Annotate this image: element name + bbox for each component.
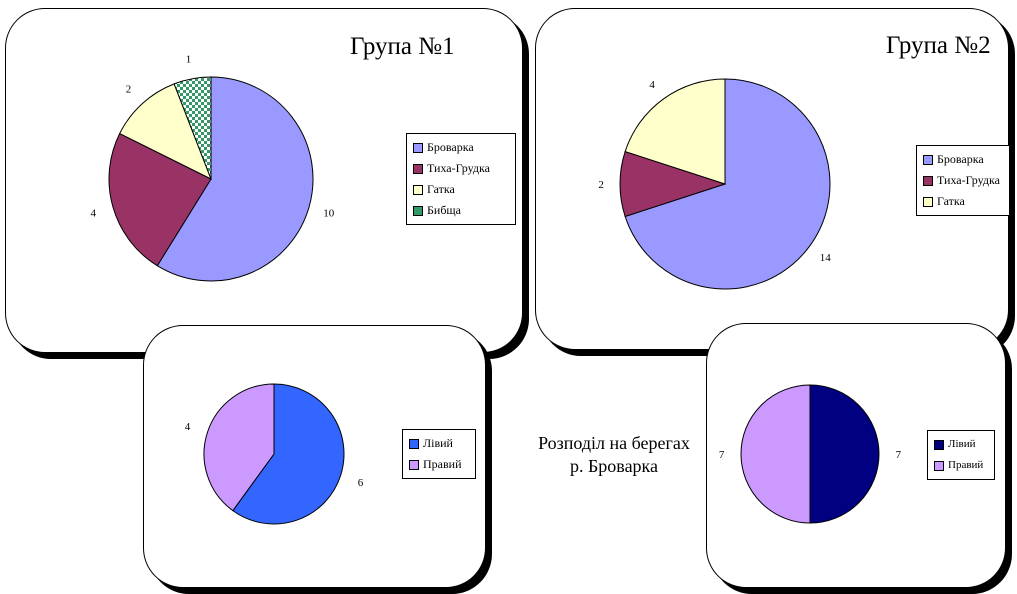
group2-bank-legend: Лівий Правий: [927, 430, 995, 480]
legend-swatch: [934, 460, 944, 471]
legend-label: Броварка: [937, 152, 984, 166]
legend-item: Тиха-Грудка: [923, 170, 1003, 191]
slice-value-label: 7: [719, 449, 725, 461]
slice-value-label: 4: [91, 207, 97, 219]
pie-slice: [119, 83, 212, 181]
group2-bank-pie-chart: 77: [719, 384, 902, 524]
legend-swatch: [923, 154, 933, 165]
group1-pie-chart: 10 4 2 1: [91, 54, 335, 282]
group2-panel: Група №2 14 2 4 Броварка Тиха-Грудка Гатка: [535, 8, 1010, 350]
legend-item: Броварка: [923, 149, 1003, 170]
legend-item: Правий: [409, 454, 469, 475]
legend-item: Правий: [934, 455, 988, 476]
legend-item: Гатка: [413, 179, 509, 200]
slice-value-label: 1: [186, 54, 192, 66]
legend-swatch: [923, 175, 933, 186]
distribution-caption: Розподіл на берегах р. Броварка: [508, 432, 720, 478]
legend-swatch: [934, 439, 944, 450]
group2-pie-chart: 14 2 4: [598, 78, 832, 290]
legend-label: Лівий: [948, 438, 976, 450]
legend-label: Броварка: [427, 140, 474, 154]
legend-swatch: [413, 205, 423, 216]
legend-swatch: [409, 459, 419, 470]
chart-title: Група №2: [886, 32, 991, 59]
pie-slice: [203, 383, 275, 512]
legend-swatch: [409, 438, 419, 449]
pie-slice: [624, 78, 831, 290]
legend-swatch: [923, 196, 933, 207]
legend-swatch: [413, 142, 423, 153]
pie-slice: [740, 384, 811, 524]
caption-line: р. Броварка: [569, 456, 659, 476]
caption-line: Розподіл на берегах: [538, 433, 690, 453]
legend-item: Лівий: [409, 433, 469, 454]
legend-label: Тиха-Грудка: [427, 161, 490, 175]
slice-value-label: 14: [820, 252, 832, 264]
legend-swatch: [413, 163, 423, 174]
slice-value-label: 2: [598, 179, 604, 191]
legend-item: Лівий: [934, 434, 988, 455]
legend-label: Гатка: [427, 182, 455, 196]
pie-slice: [809, 384, 880, 524]
legend-label: Тиха-Грудка: [937, 173, 1000, 187]
legend-item: Гатка: [923, 191, 1003, 212]
pie-slice: [173, 76, 212, 180]
group1-bank-pie-chart: 64: [185, 383, 364, 525]
pie-slice: [232, 383, 345, 525]
group1-bank-legend: Лівий Правий: [402, 429, 476, 479]
group1-legend: Броварка Тиха-Грудка Гатка Бибща: [406, 133, 516, 225]
slice-value-label: 4: [185, 421, 191, 433]
chart-title: Група №1: [350, 33, 455, 60]
legend-label: Правий: [423, 457, 462, 471]
group1-panel: Група №1 10 4 2 1 Броварка Тиха-Грудка Гатк…: [5, 8, 523, 353]
slice-value-label: 6: [358, 477, 364, 489]
legend-label: Гатка: [937, 194, 965, 208]
legend-item: Тиха-Грудка: [413, 158, 509, 179]
slice-value-label: 4: [649, 79, 655, 91]
slice-value-label: 2: [126, 84, 132, 96]
pie-slice: [156, 76, 314, 282]
legend-item: Броварка: [413, 137, 509, 158]
legend-item: Бибща: [413, 200, 509, 221]
group2-legend: Броварка Тиха-Грудка Гатка: [916, 145, 1010, 216]
legend-label: Правий: [948, 459, 984, 471]
pie-slice: [624, 78, 726, 185]
legend-label: Бибща: [427, 203, 461, 217]
legend-swatch: [413, 184, 423, 195]
slice-value-label: 10: [323, 207, 335, 219]
slice-value-label: 7: [896, 449, 902, 461]
legend-label: Лівий: [423, 436, 453, 450]
